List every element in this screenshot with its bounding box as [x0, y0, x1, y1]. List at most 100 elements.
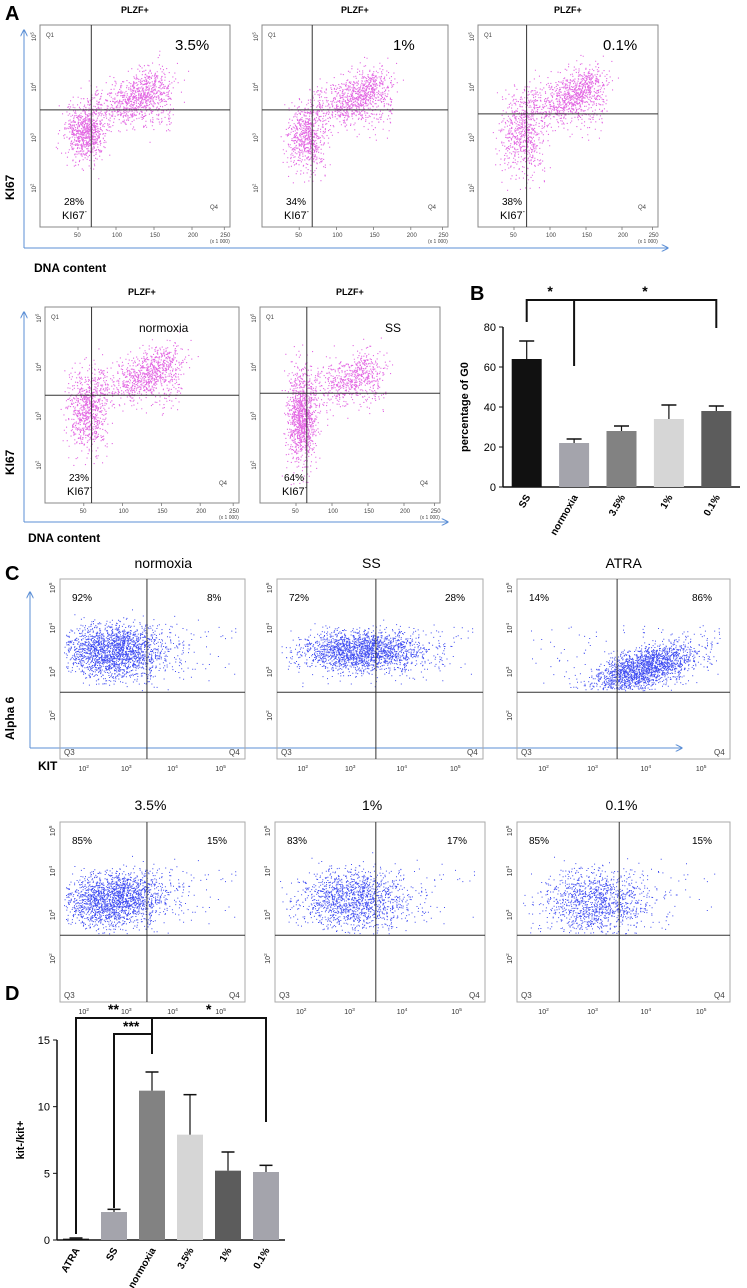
x-tick-label: 102 [296, 1007, 307, 1016]
x-tick-label: 104 [641, 764, 652, 773]
quadrant-label-q1: Q1 [51, 315, 60, 321]
quadrant-label-q4: Q4 [210, 205, 219, 211]
y-tick-label: 103 [48, 909, 57, 920]
y-tick-label: 105 [249, 313, 258, 323]
category-label: 0.1% [252, 1246, 273, 1271]
significance-star: * [547, 283, 553, 299]
category-label: ATRA [60, 1246, 83, 1275]
x-tick-label: 102 [298, 764, 309, 773]
category-label: SS [517, 493, 533, 510]
kit-plot-atra: ATRA 14% 86% Q3 Q4 105 104 103 102 102 103 104 105 [505, 555, 731, 773]
scatter-dots [64, 855, 237, 935]
bar-35 [177, 1134, 203, 1240]
y-tick-label: 104 [48, 623, 57, 634]
plot-title: normoxia [135, 555, 193, 571]
scatter-dots [531, 625, 721, 692]
upper-right-percentage: 28% [445, 593, 465, 604]
significance-star: ** [108, 1001, 119, 1017]
plot-title: ATRA [606, 555, 643, 571]
condition-label: normoxia [139, 321, 189, 335]
y-tick-label: 102 [505, 710, 514, 721]
x-tick-label: 200 [618, 233, 629, 239]
x-tick-label: 50 [510, 233, 517, 239]
upper-left-percentage: 72% [289, 593, 309, 604]
x-tick-label: 200 [400, 509, 411, 515]
ki67-negative-label: KI67- [67, 485, 93, 498]
x-tick-label: 104 [396, 764, 407, 773]
x-tick-label: 100 [328, 509, 339, 515]
y-axis-label: kit-/kit+ [15, 1121, 27, 1160]
y-tick-label: 40 [484, 402, 496, 414]
x-tick-label: 150 [150, 233, 161, 239]
panel-c-y-label: Alpha 6 [3, 696, 17, 740]
plot-frame [516, 821, 731, 1003]
y-tick-label: 102 [48, 953, 57, 964]
x-tick-label: 105 [450, 764, 461, 773]
x-tick-label: 100 [119, 509, 130, 515]
upper-right-percentage: 15% [692, 836, 712, 847]
y-tick-label: 0 [490, 482, 496, 494]
upper-right-percentage: 8% [207, 593, 222, 604]
x-tick-label: 102 [538, 764, 549, 773]
scatter-dots [64, 609, 237, 692]
upper-left-percentage: 83% [287, 836, 307, 847]
superscript-minus: - [523, 209, 526, 216]
x-tick-label: 250 [220, 233, 231, 239]
y-tick-label: 5 [44, 1168, 50, 1180]
plot-title: SS [362, 555, 381, 571]
scatter-dots [280, 56, 404, 184]
x-scale-label: (x 1 000) [210, 239, 230, 245]
y-tick-label: 0 [44, 1235, 50, 1247]
x-tick-label: 100 [332, 233, 343, 239]
x-tick-label: 150 [582, 233, 593, 239]
upper-right-percentage: 15% [207, 836, 227, 847]
x-tick-label: 104 [167, 1007, 178, 1016]
y-tick-label: 60 [484, 362, 496, 374]
scatter-dots [523, 856, 716, 935]
x-scale-label: (x 1 000) [420, 515, 440, 521]
x-tick-label: 102 [538, 1007, 549, 1016]
upper-left-percentage: 85% [529, 836, 549, 847]
quadrant-label-q4: Q4 [229, 991, 240, 1000]
y-tick-label: 105 [467, 31, 476, 41]
y-tick-label: 104 [505, 623, 514, 634]
bar-chart-kit-ratio: 0 5 10 15 kit-/kit+ ATRA SS normoxia 3.5% 1% 0.1% *… [15, 1001, 285, 1288]
significance-bracket [75, 1017, 153, 1234]
y-tick-label: 80 [484, 322, 496, 334]
upper-right-percentage: 86% [692, 593, 712, 604]
quadrant-label-q4: Q4 [219, 481, 228, 487]
kit-plot-ss: SS 72% 28% Q3 Q4 105 104 103 102 102 103 104 105 [265, 555, 484, 773]
quadrant-label-q4: Q4 [638, 205, 647, 211]
plot-frame [44, 306, 240, 504]
y-tick-label: 105 [29, 31, 38, 41]
x-tick-label: 105 [696, 764, 707, 773]
upper-left-percentage: 92% [72, 593, 92, 604]
x-tick-label: 250 [438, 233, 449, 239]
quadrant-label-q3: Q3 [279, 991, 290, 1000]
condition-label: SS [385, 321, 401, 335]
kit-plot-0-1pct: 0.1% 85% 15% Q3 Q4 105 104 103 102 102 103 104 105 [505, 797, 731, 1016]
y-axis-label: percentage of G0 [459, 362, 471, 452]
category-label: SS [104, 1246, 120, 1263]
bar-normoxia [139, 1090, 165, 1240]
quadrant-label-q4: Q4 [714, 991, 725, 1000]
bar-1 [653, 419, 684, 487]
y-tick-label: 103 [29, 132, 38, 142]
category-label: 3.5% [607, 493, 628, 518]
g0-percentage: 38% [502, 197, 522, 208]
x-scale-label: (x 1 000) [219, 515, 239, 521]
quadrant-label-q3: Q3 [521, 991, 532, 1000]
plot-title: 0.1% [606, 797, 638, 813]
superscript-minus: - [85, 209, 88, 216]
scatter-dots [60, 331, 199, 466]
bar-1 [215, 1170, 241, 1240]
quadrant-label-q4: Q4 [428, 205, 437, 211]
category-label: normoxia [127, 1246, 159, 1288]
flow-plot-3-5pct: PLZF+ Q1 Q4 3.5% 28%KI67- 105 104 103 102 50 100 15… [29, 5, 231, 245]
y-tick-label: 105 [505, 825, 514, 836]
ki67-negative-label: KI67- [282, 485, 308, 498]
plot-frame [39, 24, 231, 228]
x-tick-label: 105 [215, 764, 226, 773]
